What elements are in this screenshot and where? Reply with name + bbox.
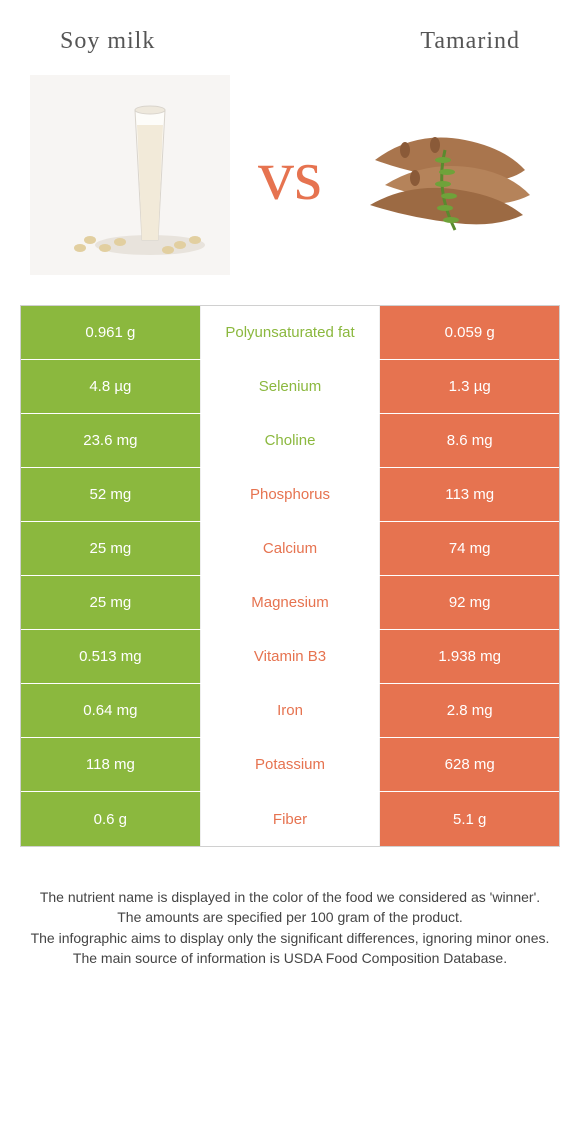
note-line: The nutrient name is displayed in the co…: [30, 887, 550, 907]
table-row: 0.6 gFiber5.1 g: [21, 792, 559, 846]
nutrient-label: Iron: [200, 684, 381, 737]
left-value: 118 mg: [21, 738, 200, 791]
right-value: 0.059 g: [380, 306, 559, 359]
nutrient-label: Fiber: [200, 792, 381, 846]
right-food-title: Tamarind: [420, 28, 520, 55]
table-row: 4.8 µgSelenium1.3 µg: [21, 360, 559, 414]
right-value: 2.8 mg: [380, 684, 559, 737]
table-row: 0.513 mgVitamin B31.938 mg: [21, 630, 559, 684]
left-value: 23.6 mg: [21, 414, 200, 467]
left-value: 4.8 µg: [21, 360, 200, 413]
note-line: The main source of information is USDA F…: [30, 948, 550, 968]
left-value: 25 mg: [21, 576, 200, 629]
left-value: 0.961 g: [21, 306, 200, 359]
table-row: 25 mgMagnesium92 mg: [21, 576, 559, 630]
tamarind-image: [350, 75, 550, 275]
table-row: 52 mgPhosphorus113 mg: [21, 468, 559, 522]
right-value: 8.6 mg: [380, 414, 559, 467]
header: Soy milk Tamarind: [0, 0, 580, 75]
note-line: The amounts are specified per 100 gram o…: [30, 907, 550, 927]
left-value: 0.64 mg: [21, 684, 200, 737]
nutrient-table: 0.961 gPolyunsaturated fat0.059 g4.8 µgS…: [20, 305, 560, 847]
right-value: 113 mg: [380, 468, 559, 521]
nutrient-label: Vitamin B3: [200, 630, 381, 683]
table-row: 118 mgPotassium628 mg: [21, 738, 559, 792]
right-value: 92 mg: [380, 576, 559, 629]
nutrient-label: Calcium: [200, 522, 381, 575]
left-value: 25 mg: [21, 522, 200, 575]
nutrient-label: Phosphorus: [200, 468, 381, 521]
nutrient-label: Polyunsaturated fat: [200, 306, 381, 359]
table-row: 23.6 mgCholine8.6 mg: [21, 414, 559, 468]
table-row: 25 mgCalcium74 mg: [21, 522, 559, 576]
right-value: 1.938 mg: [380, 630, 559, 683]
footer-notes: The nutrient name is displayed in the co…: [30, 887, 550, 968]
left-value: 0.6 g: [21, 792, 200, 846]
left-food-title: Soy milk: [60, 28, 155, 55]
nutrient-label: Choline: [200, 414, 381, 467]
nutrient-label: Selenium: [200, 360, 381, 413]
left-value: 52 mg: [21, 468, 200, 521]
table-row: 0.64 mgIron2.8 mg: [21, 684, 559, 738]
right-value: 628 mg: [380, 738, 559, 791]
table-row: 0.961 gPolyunsaturated fat0.059 g: [21, 306, 559, 360]
left-value: 0.513 mg: [21, 630, 200, 683]
nutrient-label: Magnesium: [200, 576, 381, 629]
right-value: 1.3 µg: [380, 360, 559, 413]
right-value: 74 mg: [380, 522, 559, 575]
vs-label: vs: [248, 134, 332, 217]
images-row: vs: [0, 75, 580, 305]
soy-milk-image: [30, 75, 230, 275]
note-line: The infographic aims to display only the…: [30, 928, 550, 948]
nutrient-label: Potassium: [200, 738, 381, 791]
right-value: 5.1 g: [380, 792, 559, 846]
